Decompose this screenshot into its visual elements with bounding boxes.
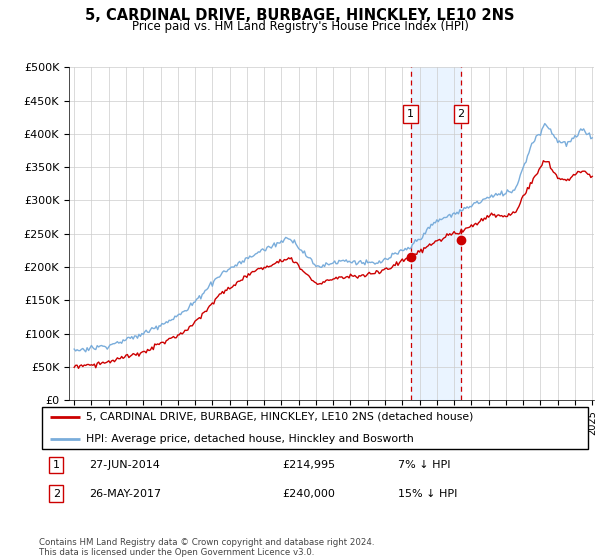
Text: 7% ↓ HPI: 7% ↓ HPI: [398, 460, 451, 470]
Text: £240,000: £240,000: [282, 489, 335, 498]
Text: HPI: Average price, detached house, Hinckley and Bosworth: HPI: Average price, detached house, Hinc…: [86, 434, 413, 444]
Text: Price paid vs. HM Land Registry's House Price Index (HPI): Price paid vs. HM Land Registry's House …: [131, 20, 469, 33]
Text: 27-JUN-2014: 27-JUN-2014: [89, 460, 160, 470]
Text: £214,995: £214,995: [282, 460, 335, 470]
Text: 5, CARDINAL DRIVE, BURBAGE, HINCKLEY, LE10 2NS: 5, CARDINAL DRIVE, BURBAGE, HINCKLEY, LE…: [85, 8, 515, 24]
Text: 5, CARDINAL DRIVE, BURBAGE, HINCKLEY, LE10 2NS (detached house): 5, CARDINAL DRIVE, BURBAGE, HINCKLEY, LE…: [86, 412, 473, 422]
Text: Contains HM Land Registry data © Crown copyright and database right 2024.
This d: Contains HM Land Registry data © Crown c…: [39, 538, 374, 557]
Text: 1: 1: [53, 460, 60, 470]
Text: 26-MAY-2017: 26-MAY-2017: [89, 489, 161, 498]
Text: 2: 2: [457, 109, 464, 119]
FancyBboxPatch shape: [42, 407, 588, 449]
Text: 2: 2: [53, 489, 60, 498]
Text: 1: 1: [407, 109, 414, 119]
Text: 15% ↓ HPI: 15% ↓ HPI: [398, 489, 457, 498]
